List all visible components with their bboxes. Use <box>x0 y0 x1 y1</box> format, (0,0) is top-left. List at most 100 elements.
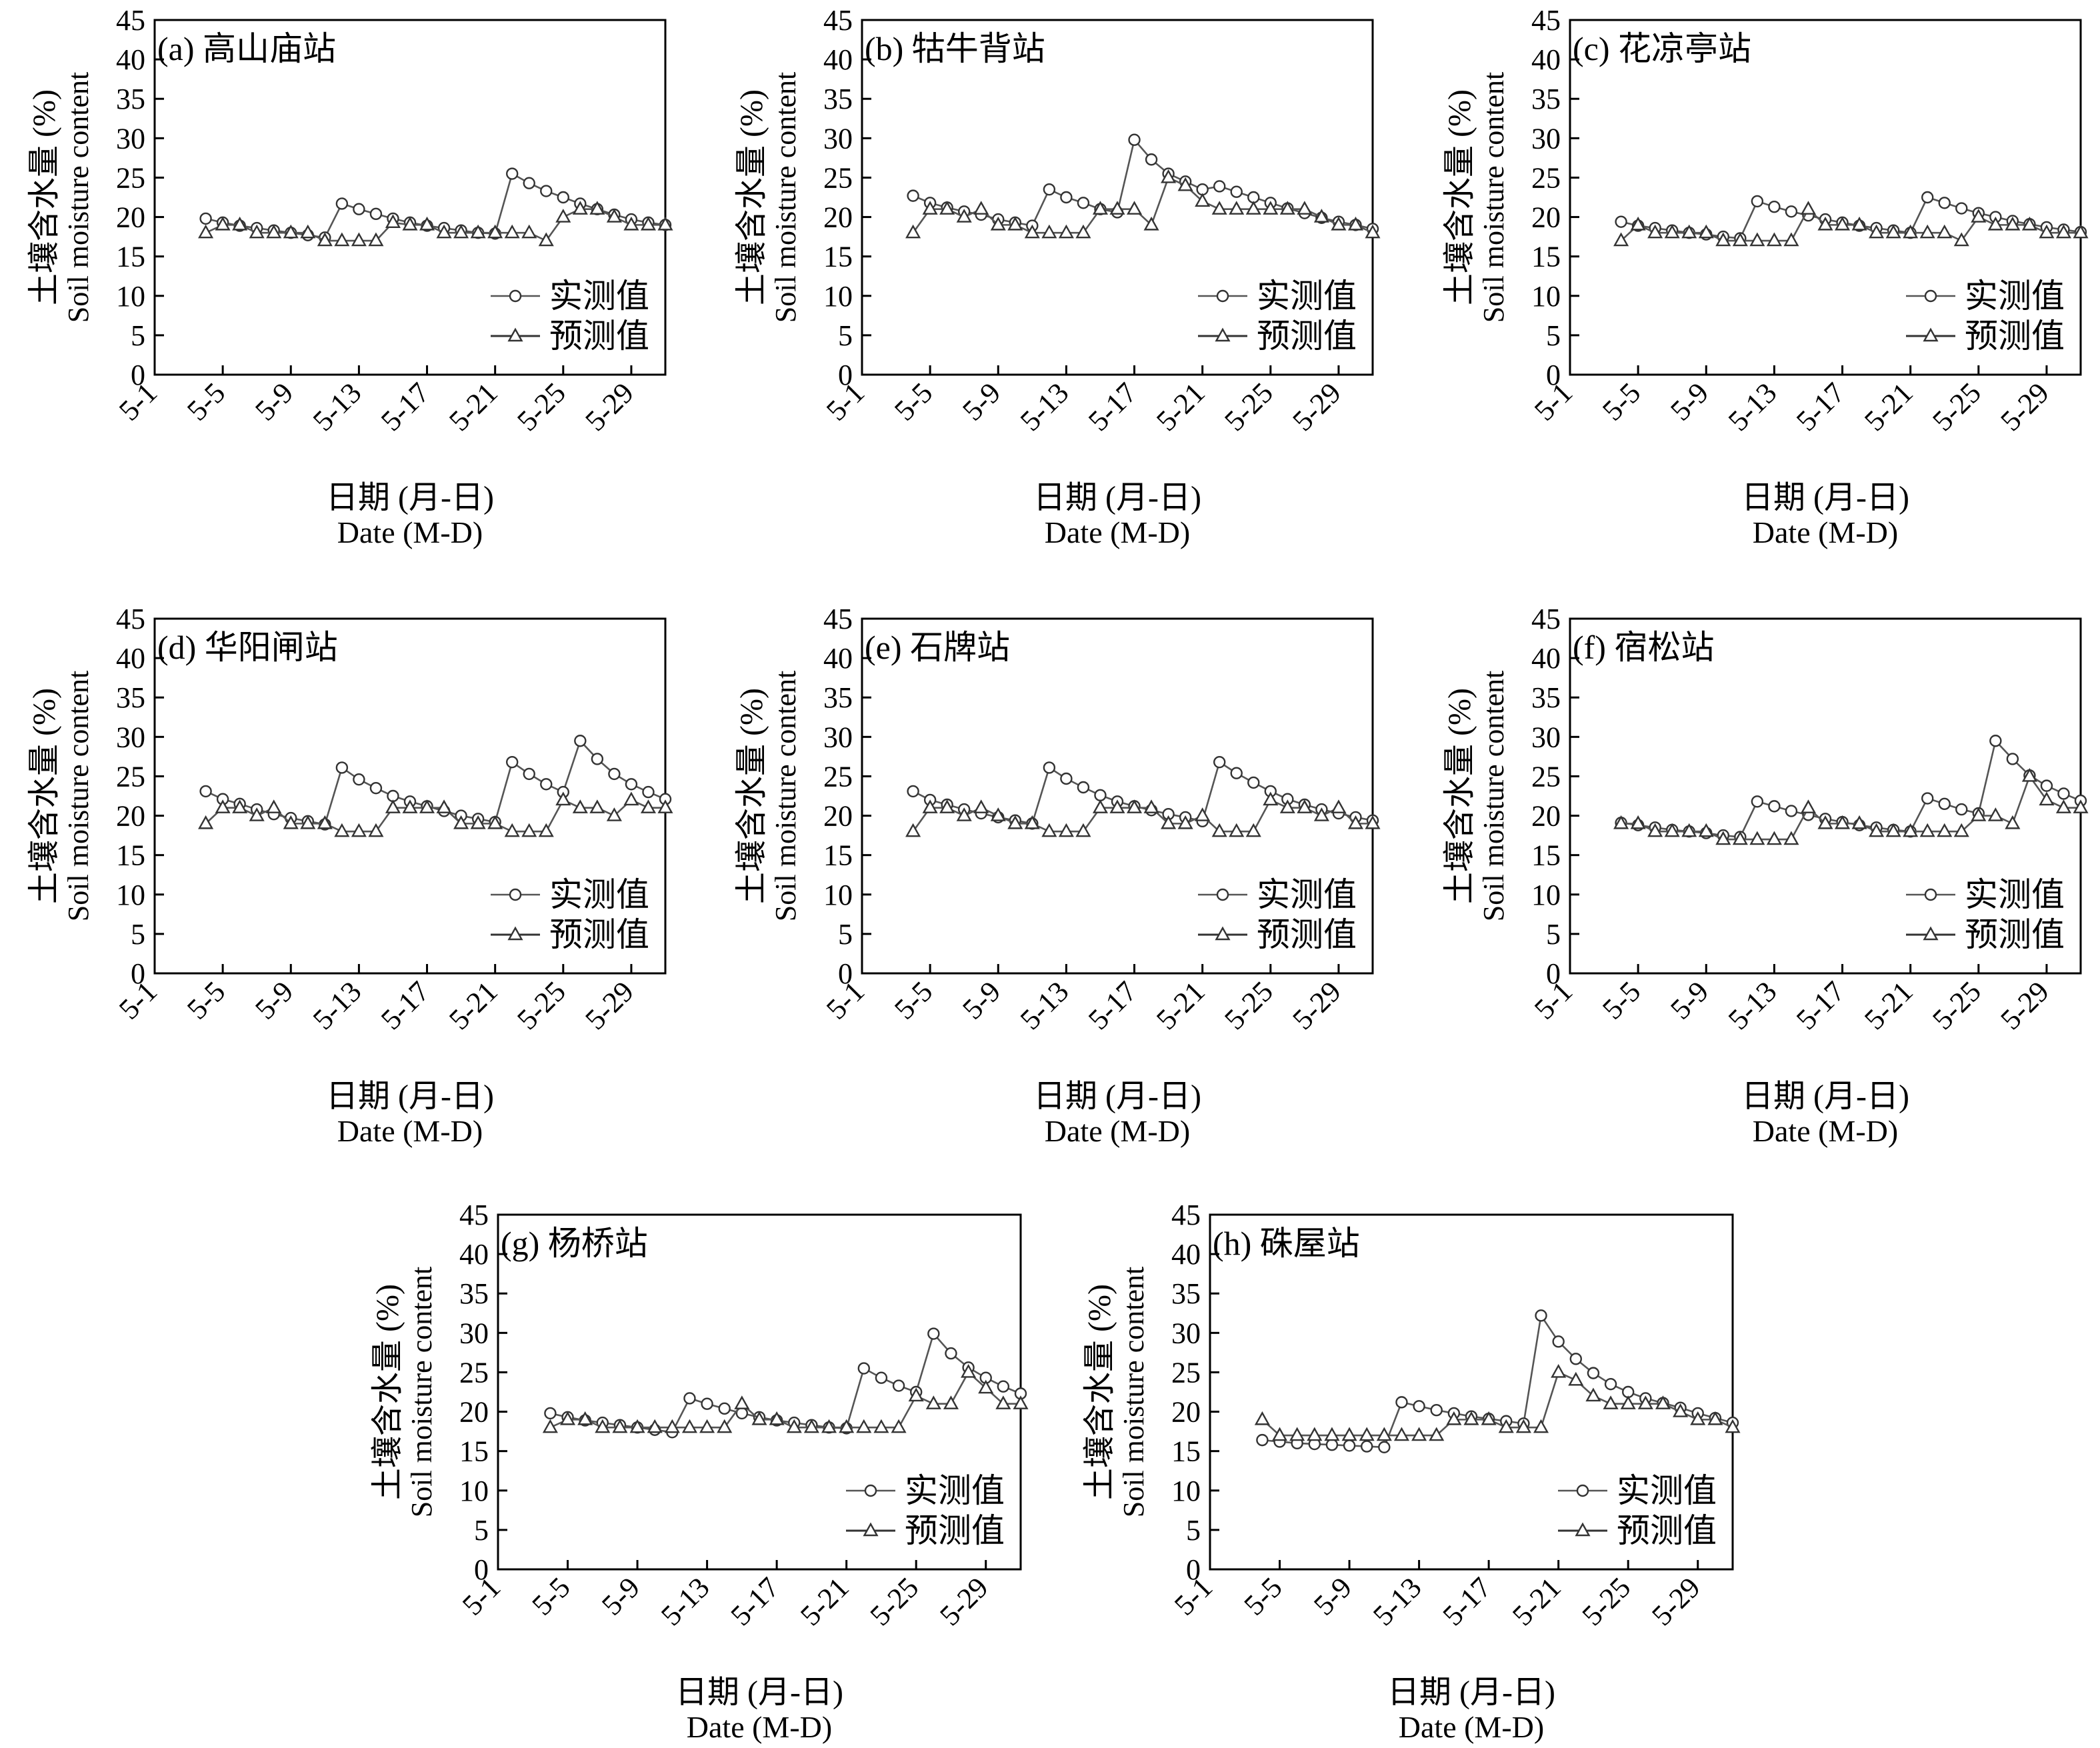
y-tick-label: 45 <box>116 603 145 635</box>
data-point-predicted <box>734 1395 750 1409</box>
y-tick-label: 10 <box>823 879 853 911</box>
data-point-predicted <box>1211 201 1227 215</box>
data-point-predicted <box>1393 1427 1410 1441</box>
data-point-predicted <box>1177 177 1193 191</box>
data-point-predicted <box>1331 216 1347 231</box>
x-tick-label: 5-29 <box>1645 1571 1707 1632</box>
x-tick-label: 5-21 <box>1506 1571 1567 1632</box>
data-point-predicted <box>939 201 955 215</box>
data-point-observed <box>1430 1403 1443 1417</box>
y-tick-label: 40 <box>116 642 145 675</box>
data-point-predicted <box>1341 1427 1357 1441</box>
data-point-predicted <box>1613 815 1629 829</box>
data-point-observed <box>544 1407 557 1420</box>
legend-label-observed: 实测值 <box>905 1472 1005 1509</box>
x-tick-label: 5-29 <box>1994 975 2055 1036</box>
legend-label-predicted: 预测值 <box>1965 317 2065 355</box>
data-point-predicted <box>1655 1395 1671 1409</box>
data-point-predicted <box>1919 224 1935 239</box>
data-point-predicted <box>1365 815 1381 829</box>
data-point-observed <box>1768 800 1781 813</box>
data-point-predicted <box>905 823 921 837</box>
y-tick-label: 0 <box>131 957 145 990</box>
data-point-predicted <box>453 224 469 239</box>
data-point-predicted <box>559 1411 576 1425</box>
data-point-predicted <box>1647 224 1663 239</box>
x-tick-label: 5-17 <box>1082 975 1143 1036</box>
data-point-observed <box>1077 781 1090 794</box>
series-line-2 <box>549 1371 1021 1429</box>
data-point-observed <box>1360 1440 1373 1453</box>
x-axis-title-en: Date (M-D) <box>1045 1114 1190 1148</box>
x-axis-title-en: Date (M-D) <box>1753 1114 1898 1148</box>
data-point-observed <box>608 767 621 781</box>
y-tick-label: 30 <box>1531 721 1561 753</box>
y-tick-label: 35 <box>1531 681 1561 714</box>
data-point-predicted <box>1783 232 1799 247</box>
x-tick-label: 5-1 <box>1528 376 1579 427</box>
data-point-predicted <box>1749 232 1765 247</box>
data-point-predicted <box>1254 1411 1270 1425</box>
data-point-observed <box>335 197 349 210</box>
data-point-observed <box>892 1379 905 1392</box>
data-point-predicted <box>1885 224 1901 239</box>
data-point-predicted <box>436 224 452 239</box>
data-point-observed <box>1768 200 1781 213</box>
data-point-predicted <box>1568 1371 1584 1386</box>
y-axis-title-en: Soil moisture content <box>769 72 802 323</box>
x-tick-label: 5-9 <box>249 376 299 427</box>
data-point-predicted <box>1603 1395 1619 1409</box>
data-point-predicted <box>1937 823 1953 837</box>
x-tick-label: 5-21 <box>1150 975 1211 1036</box>
data-point-predicted <box>232 799 248 813</box>
y-tick-label: 10 <box>459 1475 489 1507</box>
data-point-predicted <box>1732 232 1748 247</box>
x-tick-label: 5-13 <box>1014 975 1075 1036</box>
data-point-predicted <box>606 807 622 821</box>
data-point-observed <box>1751 195 1764 208</box>
y-axis-title: 土壤含水量 (%) <box>734 688 769 904</box>
data-point-observed <box>2006 753 2019 765</box>
legend-label-predicted: 预测值 <box>1257 317 1357 355</box>
data-point-predicted <box>1766 232 1782 247</box>
data-point-predicted <box>1041 224 1057 239</box>
y-tick-label: 5 <box>1186 1514 1201 1547</box>
legend-label-predicted: 预测值 <box>549 317 649 355</box>
data-point-predicted <box>1271 1427 1288 1441</box>
x-tick-label: 5-1 <box>820 975 871 1025</box>
data-point-predicted <box>995 1395 1011 1409</box>
data-point-predicted <box>577 1411 593 1425</box>
y-tick-label: 35 <box>823 681 853 714</box>
data-point-predicted <box>1673 1403 1689 1417</box>
data-point-predicted <box>1971 807 1987 821</box>
data-point-predicted <box>198 815 214 829</box>
data-point-predicted <box>1058 823 1074 837</box>
x-tick-label: 5-17 <box>1437 1571 1498 1632</box>
x-tick-label: 5-25 <box>511 376 572 437</box>
y-tick-label: 15 <box>459 1435 489 1468</box>
y-tick-label: 5 <box>838 918 853 951</box>
data-point-observed <box>369 781 383 795</box>
y-tick-label: 25 <box>1171 1356 1201 1389</box>
data-point-predicted <box>681 1419 698 1433</box>
data-point-predicted <box>612 1419 628 1433</box>
y-axis-title-en: Soil moisture content <box>1117 1267 1150 1517</box>
data-point-predicted <box>1263 201 1279 215</box>
x-tick-label: 5-21 <box>443 975 504 1036</box>
data-point-predicted <box>1690 1411 1706 1425</box>
data-point-predicted <box>606 209 622 223</box>
data-point-predicted <box>1324 1427 1340 1441</box>
data-point-observed <box>1145 153 1158 166</box>
data-point-predicted <box>300 224 316 239</box>
legend-label-predicted: 预测值 <box>549 916 649 953</box>
data-point-predicted <box>334 232 350 247</box>
y-tick-label: 45 <box>1171 1199 1201 1231</box>
x-tick-label: 5-17 <box>1790 376 1851 437</box>
data-point-predicted <box>699 1419 715 1433</box>
y-tick-label: 0 <box>838 359 853 391</box>
y-axis-title: 土壤含水量 (%) <box>1442 688 1477 904</box>
series-line-2 <box>205 208 665 242</box>
x-tick-label: 5-17 <box>1082 376 1143 437</box>
